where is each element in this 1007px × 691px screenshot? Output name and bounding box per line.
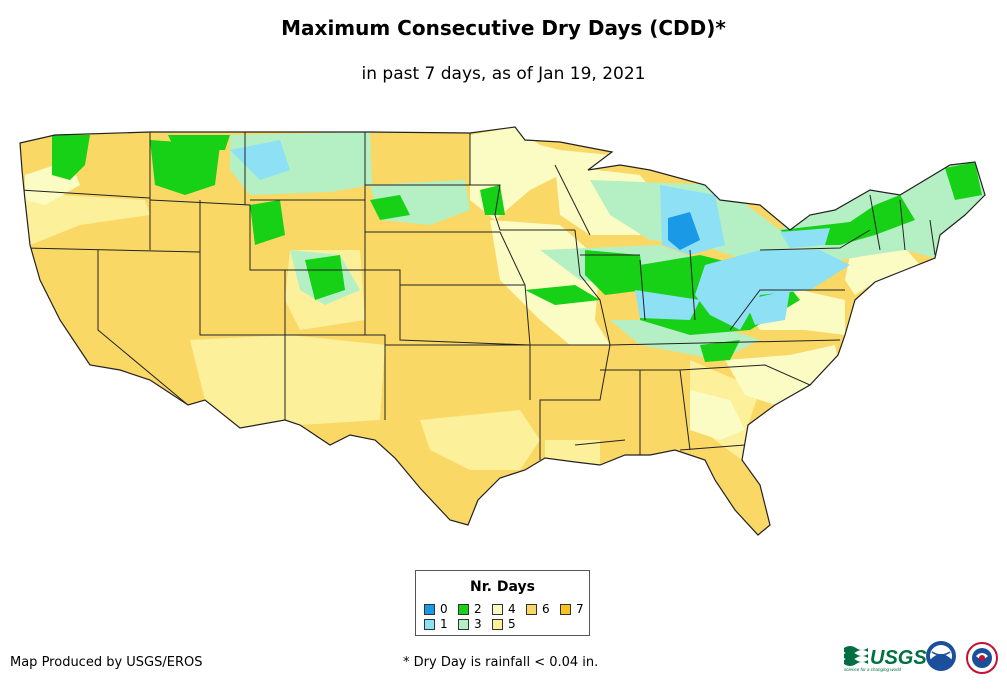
legend-title: Nr. Days (470, 579, 535, 595)
legend-swatch (458, 618, 469, 630)
legend-item-6: 6 (526, 603, 550, 615)
noaa-logo (926, 641, 956, 671)
legend-item-1: 1 (424, 618, 448, 630)
legend-label: 3 (474, 617, 482, 631)
legend-label: 1 (440, 617, 448, 631)
national-weather-service-logo (966, 642, 998, 674)
legend-swatch (492, 618, 503, 630)
legend: Nr. Days 0 1 2 3 4 5 6 7 (415, 570, 590, 636)
legend-item-2: 2 (458, 603, 482, 615)
legend-swatch (526, 603, 537, 615)
legend-item-0: 0 (424, 603, 448, 615)
legend-label: 6 (542, 602, 550, 616)
legend-swatch (424, 603, 435, 615)
legend-swatch (424, 618, 435, 630)
map-credit: Map Produced by USGS/EROS (10, 655, 203, 670)
legend-label: 7 (576, 602, 584, 616)
usgs-logo-text: USGS (870, 647, 927, 669)
legend-swatch (492, 603, 503, 615)
legend-label: 5 (508, 617, 516, 631)
legend-swatch (458, 603, 469, 615)
legend-label: 4 (508, 602, 516, 616)
map-subtitle: in past 7 days, as of Jan 19, 2021 (361, 64, 646, 84)
legend-item-7: 7 (560, 603, 584, 615)
us-cdd-map (19, 126, 986, 536)
legend-item-5: 5 (492, 618, 516, 630)
legend-label: 0 (440, 602, 448, 616)
usgs-logo: USGS science for a changing world (844, 646, 927, 672)
legend-label: 2 (474, 602, 482, 616)
legend-item-4: 4 (492, 603, 516, 615)
map-title: Maximum Consecutive Dry Days (CDD)* (281, 16, 726, 40)
usgs-tagline: science for a changing world (844, 667, 902, 672)
legend-swatch (560, 603, 571, 615)
dry-day-footnote: * Dry Day is rainfall < 0.04 in. (403, 655, 599, 670)
legend-item-3: 3 (458, 618, 482, 630)
agency-logos: USGS science for a changing world (844, 641, 998, 674)
